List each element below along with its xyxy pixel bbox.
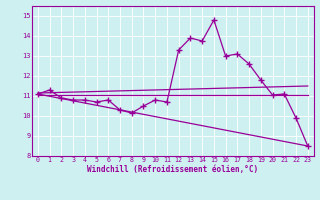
X-axis label: Windchill (Refroidissement éolien,°C): Windchill (Refroidissement éolien,°C) [87,165,258,174]
